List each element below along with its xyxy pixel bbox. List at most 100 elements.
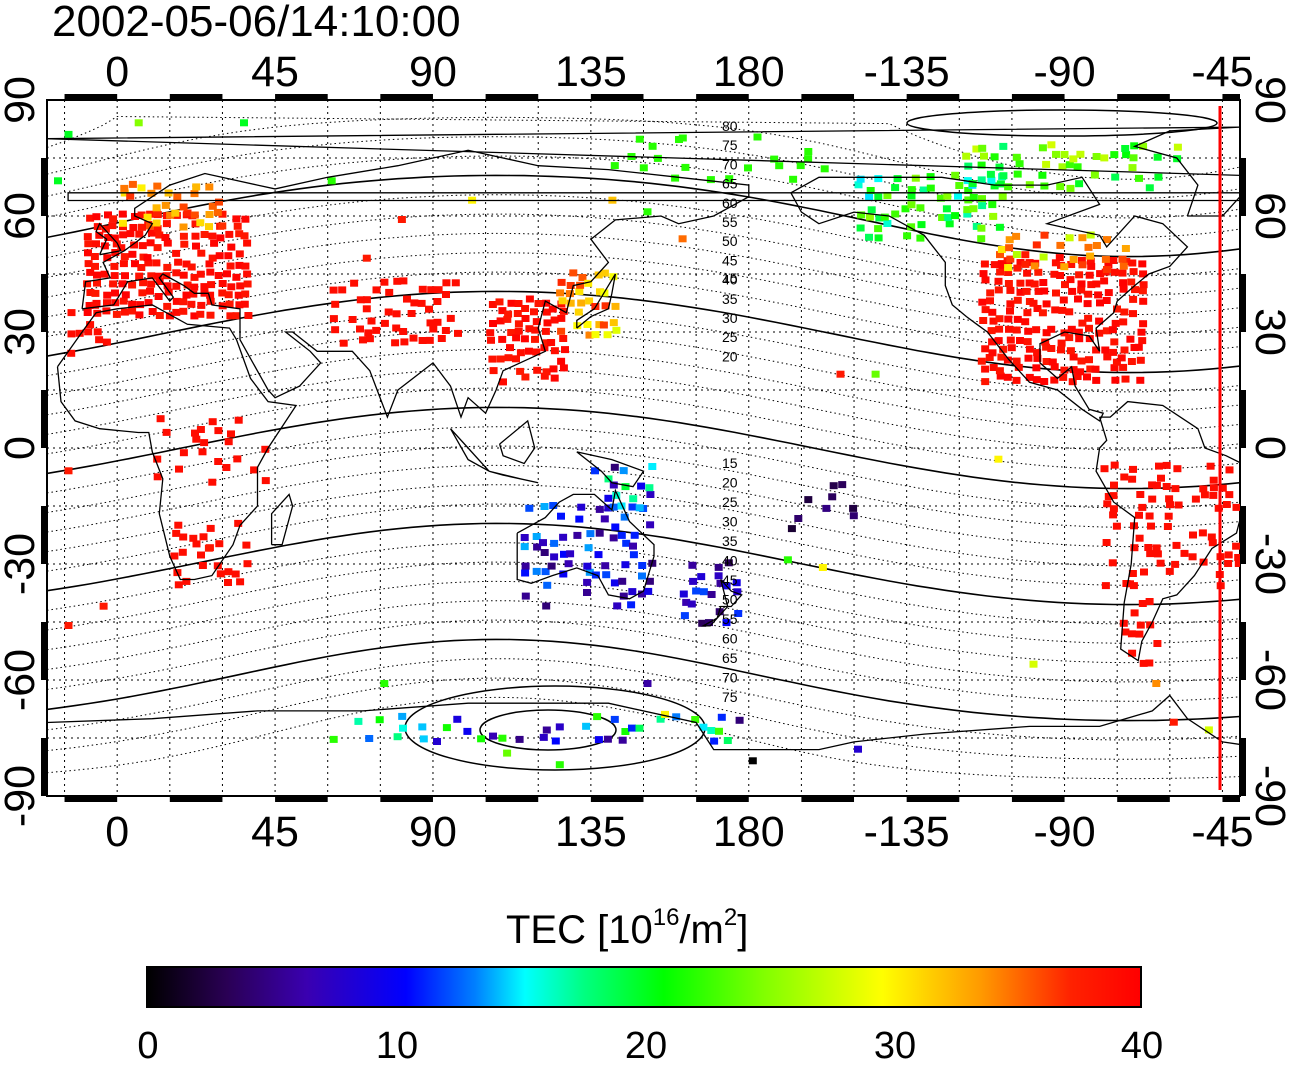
tec-cell (83, 280, 92, 288)
tec-cell (1122, 151, 1131, 159)
tec-cell (179, 232, 188, 240)
tec-cell (1146, 550, 1155, 558)
tec-cell (90, 253, 99, 260)
tec-cell (1065, 308, 1074, 316)
tec-cell (498, 307, 507, 315)
colorbar-tick-0: 0 (137, 1025, 159, 1067)
tec-cell (583, 562, 592, 570)
contour-label-north: 60 (722, 195, 738, 211)
contour-mlat-10 (47, 368, 1240, 451)
tec-cell (109, 280, 118, 288)
coastline-path (56, 304, 298, 581)
tec-cell (706, 176, 715, 184)
tec-cell (1034, 287, 1043, 295)
tec-cell (503, 749, 512, 757)
tec-cell (943, 192, 952, 200)
tec-cell (1129, 310, 1137, 318)
tec-cell (1086, 231, 1095, 239)
tec-cell (1109, 511, 1118, 519)
contour-mlat-45 (47, 232, 1240, 316)
tec-cell (110, 234, 119, 242)
tec-cell (504, 310, 513, 318)
tec-cell (1069, 366, 1078, 374)
tec-cell (1032, 376, 1041, 384)
frame-bar-left (41, 738, 47, 796)
contour-mlat--65 (47, 658, 1240, 741)
tec-cell (1032, 241, 1041, 249)
tec-cell (990, 261, 999, 269)
tec-cell (1130, 344, 1139, 351)
tec-cell (198, 562, 207, 569)
tec-cell (392, 310, 401, 318)
tec-cell (938, 214, 947, 221)
tec-cell (214, 427, 223, 435)
tec-cell (722, 619, 731, 627)
coastline-path (81, 149, 750, 420)
tec-cell (1121, 375, 1130, 383)
tec-cell (1003, 373, 1012, 381)
tec-cell (147, 229, 156, 237)
tec-cell (437, 335, 446, 342)
top-tick-label: -135 (864, 48, 950, 96)
tec-cell (951, 212, 960, 220)
tec-cell (635, 724, 644, 732)
tec-cell (707, 727, 716, 734)
tec-cell (986, 289, 995, 297)
tec-cell (1056, 272, 1065, 279)
top-tick-label: -45 (1191, 48, 1253, 96)
tec-cell (190, 312, 199, 320)
contour-label-south: 30 (722, 514, 738, 530)
tec-cell (103, 254, 112, 262)
tec-cell (1006, 336, 1015, 344)
tec-cell (204, 544, 213, 552)
tec-cell (93, 328, 102, 336)
contour-label-north: 80 (722, 118, 738, 134)
tec-cell (1086, 257, 1095, 265)
tec-cell (393, 733, 402, 741)
tec-cell (1052, 150, 1060, 158)
tec-cell (1188, 553, 1197, 561)
tec-cell (735, 716, 744, 724)
tec-cell (994, 337, 1003, 345)
tec-cell (1111, 376, 1120, 384)
tec-cell (1039, 279, 1048, 286)
tec-cell (329, 315, 338, 323)
tec-cell (154, 272, 163, 280)
tec-cell (533, 543, 542, 551)
contour-ring-south-inner (479, 709, 617, 751)
tec-cell (372, 326, 381, 334)
contour-label-north: 55 (722, 214, 738, 230)
left-tick-label: -30 (0, 533, 44, 595)
tec-cell (963, 210, 972, 218)
bottom-tick-label: 90 (409, 808, 457, 856)
tec-cell (207, 281, 216, 289)
tec-cell (156, 415, 165, 423)
tec-cell (595, 529, 604, 537)
tec-cell (1224, 560, 1233, 567)
tec-cell (600, 269, 609, 277)
tec-cell (190, 190, 199, 198)
tec-cell (196, 310, 205, 318)
tec-cell (628, 724, 636, 732)
tec-cell (540, 549, 549, 556)
tec-cell (205, 211, 214, 218)
tec-cell (1047, 141, 1056, 149)
tec-cell (1138, 503, 1147, 511)
tec-cell (1078, 261, 1087, 269)
tec-cell (594, 271, 603, 279)
tec-cell (854, 745, 862, 753)
tec-cell (995, 163, 1004, 171)
tec-cell (1056, 183, 1065, 191)
contour-mlat-75 (47, 116, 1240, 200)
tec-cell (979, 270, 988, 278)
tec-cell (489, 732, 497, 740)
tec-cell (1095, 329, 1104, 337)
tec-cell (907, 223, 916, 231)
tec-cell (593, 713, 602, 721)
tec-cell (603, 331, 612, 339)
tec-cell (196, 219, 205, 227)
tec-cell (224, 438, 233, 446)
tec-cell (235, 230, 244, 238)
tec-cell (775, 162, 784, 170)
tec-cell (1069, 256, 1078, 263)
